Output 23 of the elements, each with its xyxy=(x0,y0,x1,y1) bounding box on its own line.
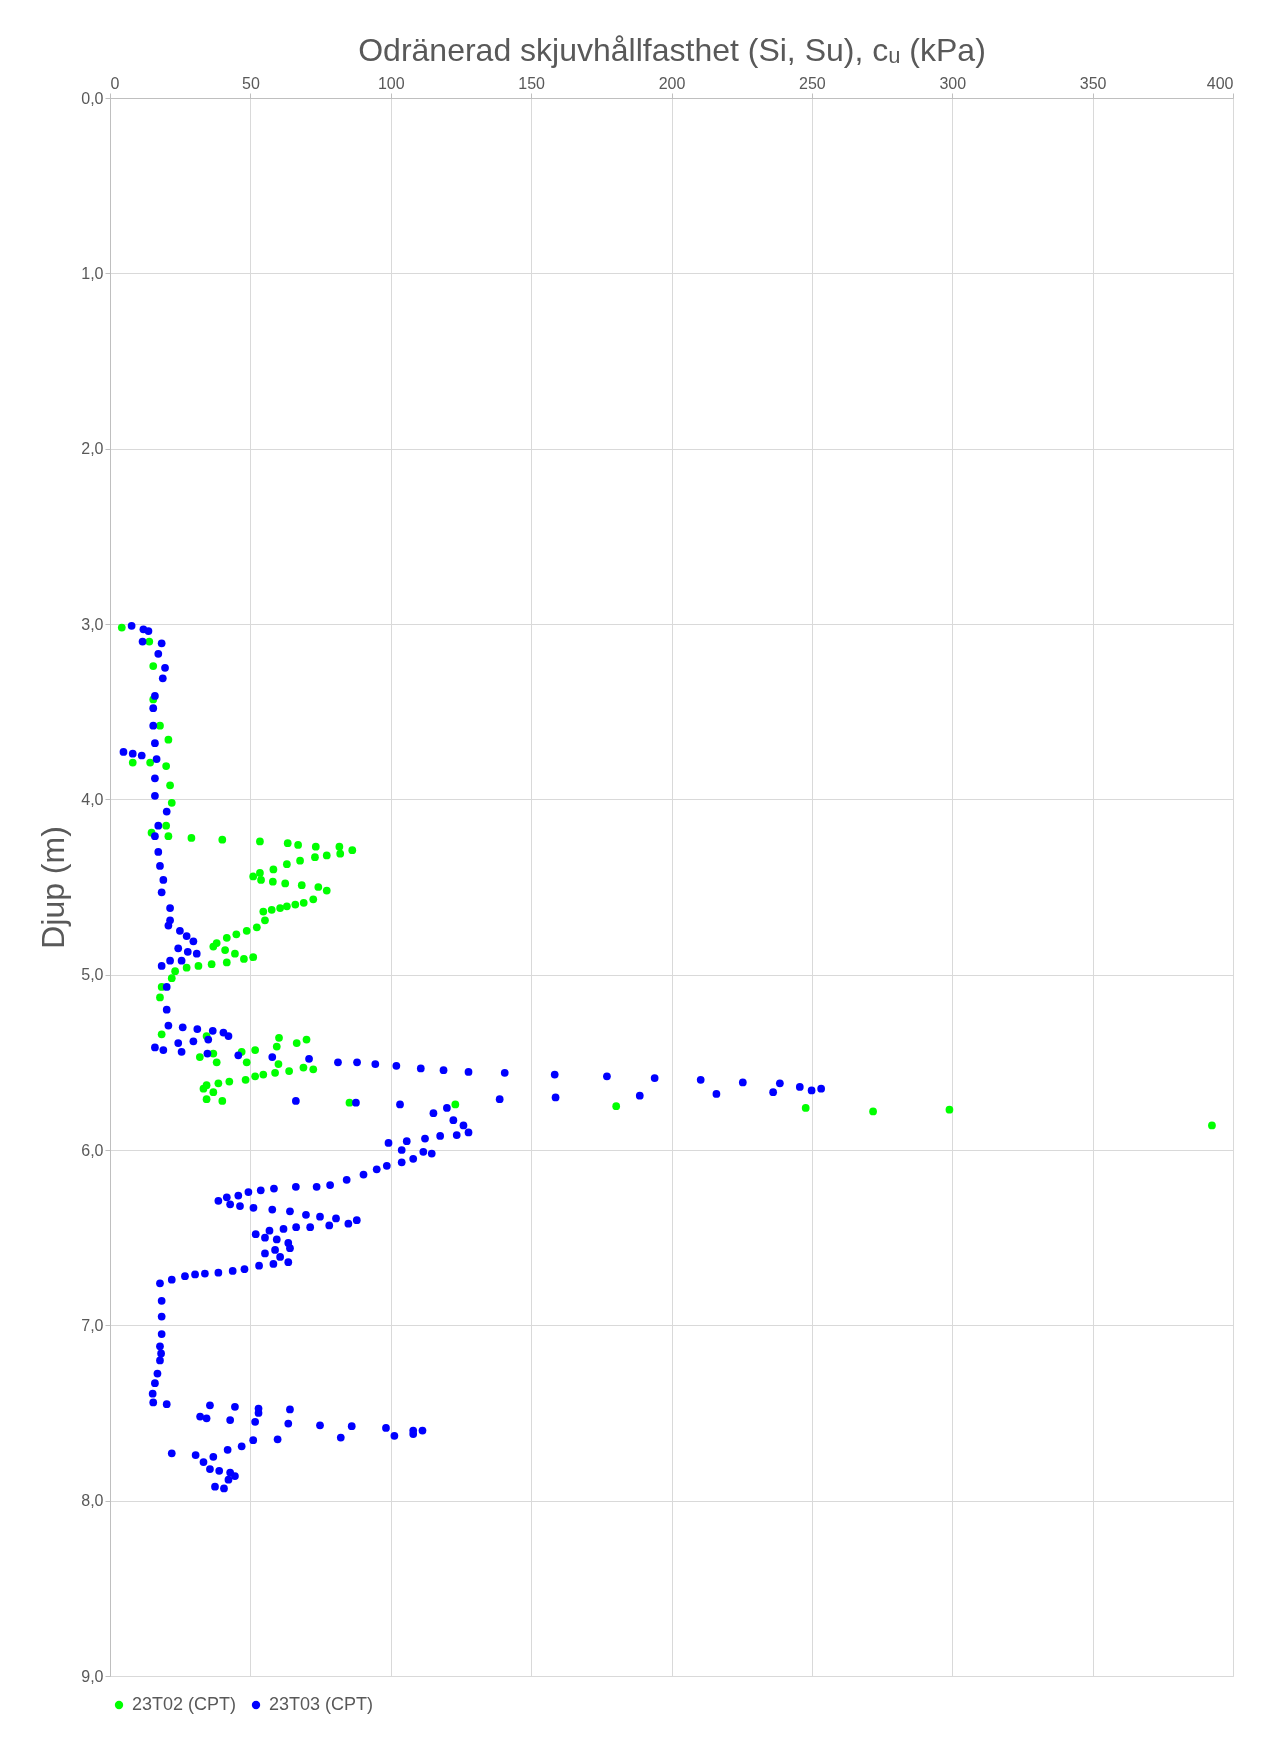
x-tick-label: 400 xyxy=(1206,74,1234,92)
y-tick-label: 5,0 xyxy=(81,966,104,984)
y-tick-label: 6,0 xyxy=(81,1141,104,1159)
x-tick-label: 50 xyxy=(241,74,260,92)
y-tick-label: 3,0 xyxy=(81,615,104,633)
x-tick-label: 0 xyxy=(110,74,120,92)
x-axis-title: Odränerad skjuvhållfasthet (Si, Su), cᵤ (kPa) xyxy=(358,31,986,68)
x-tick-label: 250 xyxy=(799,74,826,92)
legend-label: 23T02 (CPT) xyxy=(132,1694,237,1714)
x-tick-label: 300 xyxy=(939,74,967,92)
y-tick-label: 1,0 xyxy=(81,264,104,282)
x-tick-label: 100 xyxy=(377,74,405,92)
legend-label: 23T03 (CPT) xyxy=(269,1694,374,1714)
y-tick-label: 0,0 xyxy=(81,89,104,107)
y-tick-label: 7,0 xyxy=(81,1316,104,1334)
y-tick-label: 4,0 xyxy=(81,790,104,808)
y-tick-label: 9,0 xyxy=(81,1667,104,1685)
y-tick-label: 2,0 xyxy=(81,440,104,458)
y-axis-title: Djup (m) xyxy=(35,826,72,949)
x-tick-label: 200 xyxy=(658,74,686,92)
x-tick-label: 150 xyxy=(518,74,546,92)
y-tick-label: 8,0 xyxy=(81,1492,104,1510)
x-tick-label: 350 xyxy=(1079,74,1107,92)
